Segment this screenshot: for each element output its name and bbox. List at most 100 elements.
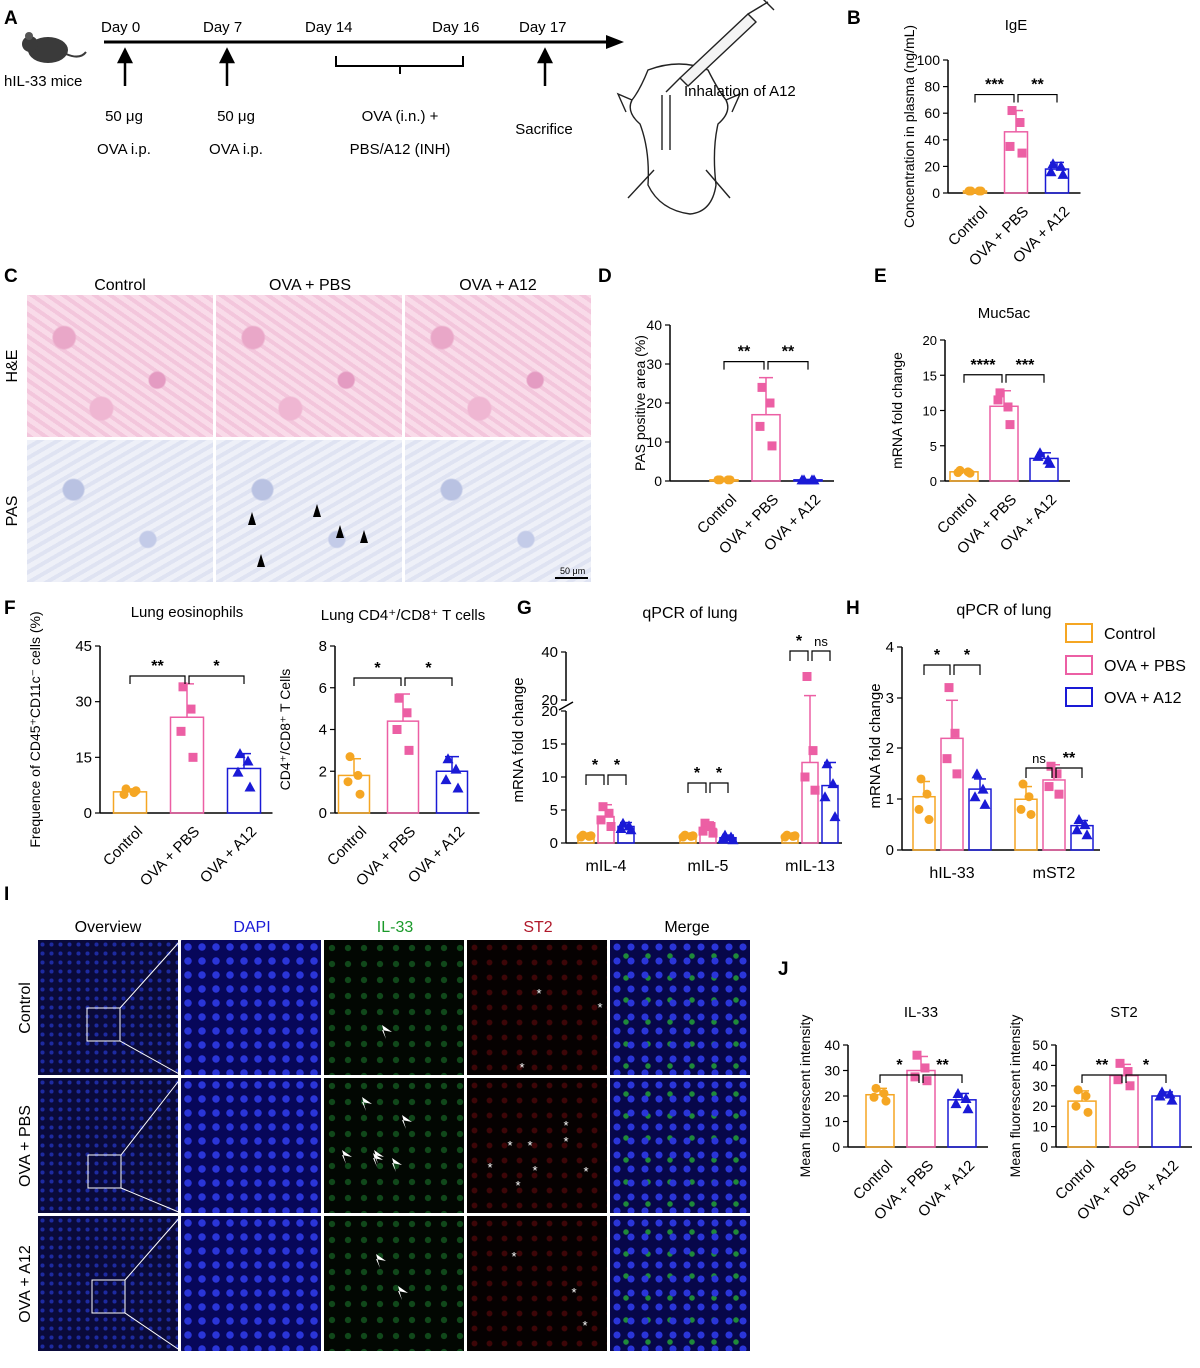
legend-control: Control <box>1104 626 1156 643</box>
data-point <box>765 398 775 408</box>
y-tick-label: 0 <box>832 1139 840 1155</box>
y-tick-label: 100 <box>917 52 941 68</box>
significance-bracket <box>723 361 765 370</box>
mouse-icon <box>22 32 87 63</box>
significance-label: **** <box>971 357 997 374</box>
data-point <box>916 774 926 784</box>
data-point <box>767 441 777 451</box>
data-point <box>1007 106 1017 116</box>
data-point <box>821 758 833 769</box>
data-point <box>604 808 614 818</box>
significance-bracket <box>767 361 809 370</box>
bar <box>1003 131 1029 194</box>
data-point <box>131 786 141 796</box>
data-point <box>944 683 954 693</box>
step1-dose: 50 μg <box>105 108 143 125</box>
data-point <box>1166 1094 1178 1105</box>
y-tick-label: 15 <box>75 749 92 766</box>
svg-text:*: * <box>582 1318 587 1333</box>
significance-bracket <box>1081 1074 1123 1083</box>
data-point <box>606 822 616 831</box>
significance-bracket <box>953 664 981 675</box>
panel-letter-d: D <box>598 266 612 287</box>
data-point <box>950 1098 962 1109</box>
pas-arrows <box>248 504 368 567</box>
if-dapi-a12 <box>181 1216 321 1351</box>
day-14: Day 14 <box>305 19 353 36</box>
x-tick-label: Control <box>324 823 370 869</box>
data-point <box>790 831 800 841</box>
chart-title: IgE <box>1005 17 1028 34</box>
significance-label: ns <box>1032 751 1046 766</box>
c-col-a12: OVA + A12 <box>459 277 537 294</box>
i-col-dapi: DAPI <box>233 919 270 936</box>
bar <box>169 716 205 814</box>
c-col-control: Control <box>94 277 146 294</box>
y-tick-label: 40 <box>646 317 662 333</box>
data-point <box>964 186 974 196</box>
data-point <box>796 474 808 485</box>
data-point <box>1057 168 1069 179</box>
data-point <box>881 1096 891 1106</box>
step3-line2: PBS/A12 (INH) <box>350 141 451 158</box>
data-point <box>708 828 718 838</box>
data-point <box>1071 824 1083 835</box>
y-tick-label: 1 <box>886 791 894 808</box>
y-tick-label: 20 <box>924 158 940 174</box>
data-point <box>802 672 812 681</box>
data-point <box>678 832 688 842</box>
h-legend: Control OVA + PBS OVA + A12 <box>1065 623 1186 707</box>
significance-bracket <box>1055 767 1083 778</box>
data-point <box>871 1083 881 1093</box>
data-point <box>960 1093 972 1104</box>
chart-f2: Lung CD4⁺/CD8⁺ T cells 0 2 4 6 8 CD4⁺/CD8⁺ T C… <box>277 607 485 890</box>
pas-pbs-image <box>216 440 402 582</box>
data-point <box>392 725 402 734</box>
i-row-pbs: OVA + PBS <box>17 1105 34 1187</box>
x-tick-label: mIL-13 <box>785 858 835 875</box>
svg-text:*: * <box>571 1285 576 1300</box>
if-il33-pbs <box>324 1078 464 1213</box>
data-point <box>1079 819 1091 830</box>
data-point <box>1017 148 1027 158</box>
data-point <box>922 789 932 799</box>
data-point <box>1044 457 1056 468</box>
y-tick-label: 0 <box>84 805 92 822</box>
inhalation-mouse-drawing <box>616 63 742 215</box>
y-tick-label: 45 <box>75 638 92 655</box>
data-point <box>976 186 986 196</box>
significance-bracket <box>585 774 605 785</box>
significance-bracket <box>709 782 729 793</box>
significance-label: * <box>796 633 803 650</box>
y-tick-label: 30 <box>1032 1078 1048 1094</box>
significance-label: ** <box>1063 750 1076 767</box>
y-tick-label: 5 <box>930 439 937 454</box>
y-tick-label: 2 <box>319 763 327 780</box>
y-tick-label: 10 <box>1032 1119 1048 1135</box>
chart-title: IL-33 <box>904 1004 938 1021</box>
data-point <box>1071 1101 1081 1111</box>
data-point <box>953 468 963 478</box>
bar <box>912 795 936 851</box>
chart-title: ST2 <box>1110 1004 1138 1021</box>
data-point <box>404 745 414 755</box>
data-point <box>353 770 363 780</box>
data-point <box>717 832 729 843</box>
data-point <box>452 782 464 793</box>
bar <box>112 791 148 814</box>
data-point <box>1073 814 1085 825</box>
overview-zoom-boxes <box>86 939 182 1352</box>
pas-control-image <box>27 440 213 582</box>
bar <box>337 774 371 814</box>
st2-asterisks: *** ** * ** * ** *** <box>487 986 602 1333</box>
significance-label: ** <box>738 344 751 361</box>
if-merge-control <box>610 940 750 1075</box>
legend-a12: OVA + A12 <box>1104 690 1182 707</box>
significance-label: * <box>592 757 599 774</box>
if-overview-control <box>38 940 178 1075</box>
day-17: Day 17 <box>519 19 567 36</box>
x-tick-label: OVA + A12 <box>197 823 260 886</box>
x-tick-label: mIL-4 <box>586 858 627 875</box>
data-point <box>1032 450 1044 461</box>
data-point <box>1083 1107 1093 1117</box>
